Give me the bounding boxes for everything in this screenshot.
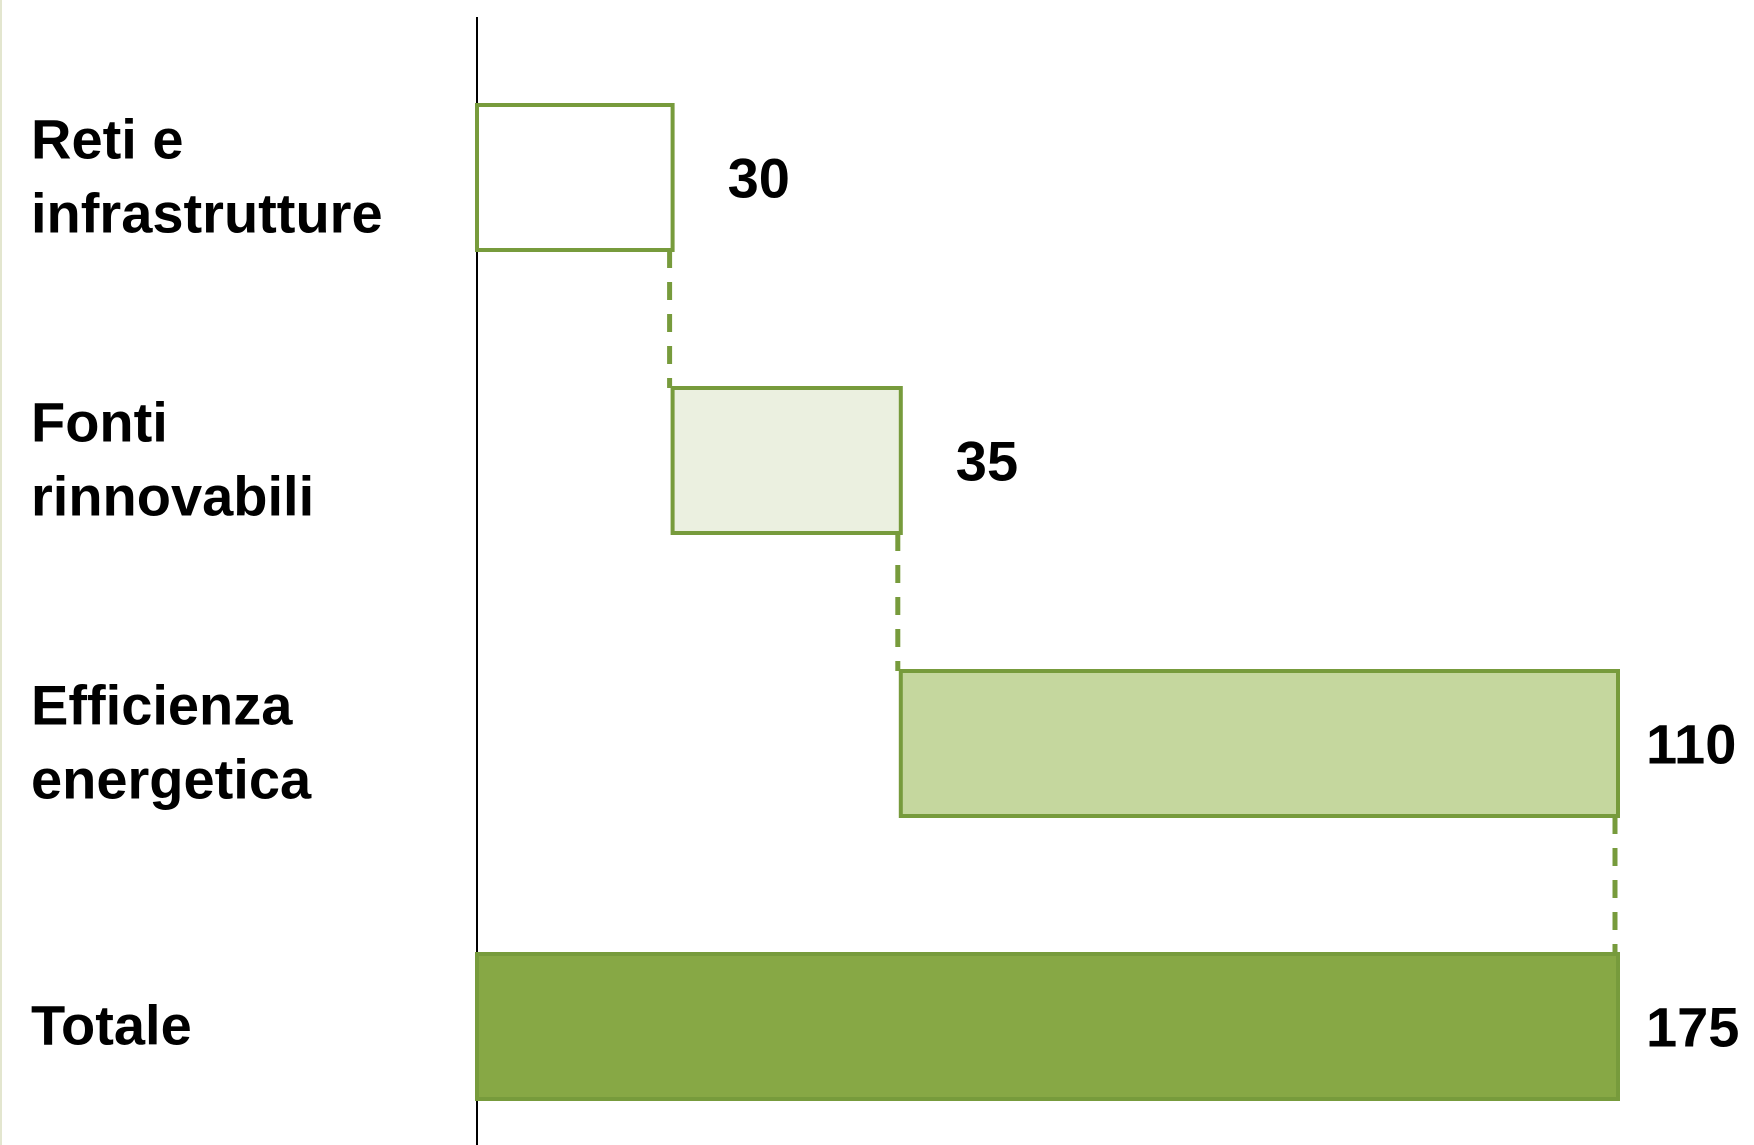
category-label-3: Efficienza energetica — [31, 674, 312, 811]
value-label-2: 35 — [956, 430, 1018, 493]
category-label-line: rinnovabili — [31, 465, 314, 528]
category-label-line: Fonti — [31, 391, 168, 454]
value-label-4: 175 — [1646, 996, 1739, 1059]
category-label-1: Reti e infrastrutture — [31, 108, 383, 245]
bar-4 — [475, 952, 1620, 1101]
value-label-1: 30 — [728, 147, 790, 210]
value-label-3: 110 — [1646, 713, 1736, 776]
category-label-2: Fonti rinnovabili — [31, 391, 314, 528]
category-label-line: Efficienza — [31, 674, 293, 737]
category-label-line: Reti e — [31, 108, 184, 171]
bar-3 — [898, 669, 1620, 818]
left-edge-rule — [0, 0, 2, 1145]
category-label-line: Totale — [31, 994, 192, 1057]
category-label-line: infrastrutture — [31, 182, 383, 245]
bar-2 — [670, 386, 903, 535]
bar-1 — [475, 103, 675, 252]
category-label-line: energetica — [31, 748, 312, 811]
category-label-4: Totale — [31, 994, 192, 1057]
